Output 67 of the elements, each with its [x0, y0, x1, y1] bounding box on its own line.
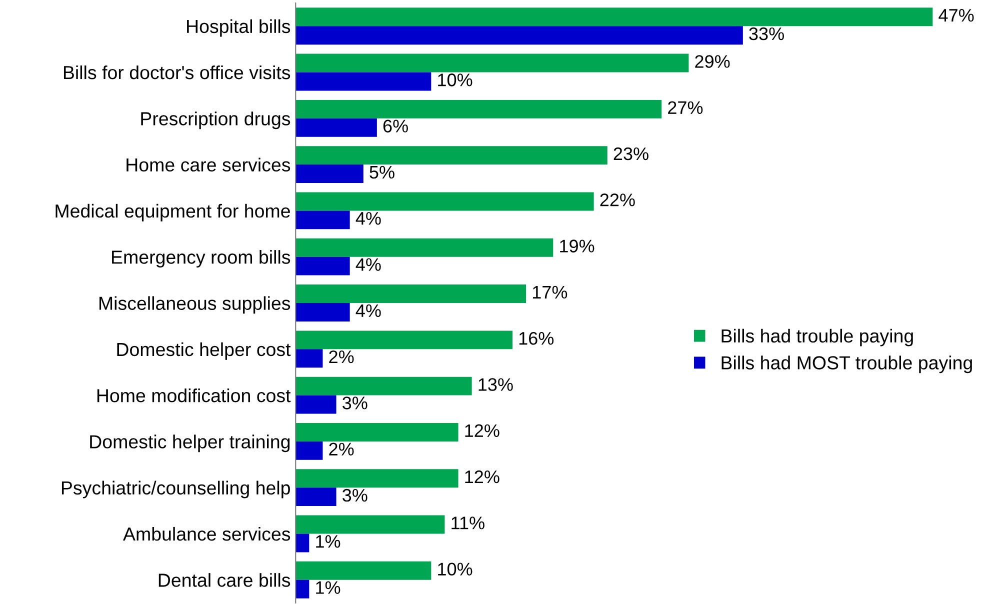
- bar: [296, 8, 933, 26]
- data-label: 1%: [316, 535, 340, 548]
- bar: [296, 72, 432, 91]
- data-label: 27%: [668, 101, 703, 114]
- data-label: 5%: [370, 166, 394, 179]
- bar: [296, 534, 310, 552]
- y-tick-label: Home modification cost: [97, 388, 291, 402]
- data-label: 1%: [316, 581, 340, 594]
- data-label: 3%: [342, 488, 368, 502]
- bar: [296, 376, 472, 396]
- y-tick-label: Domestic helper training: [90, 434, 290, 452]
- data-label: 22%: [600, 194, 635, 206]
- bar: [296, 488, 336, 506]
- data-label: 10%: [438, 74, 472, 86]
- data-label: 17%: [532, 286, 568, 299]
- bar: [296, 26, 743, 45]
- bar: [296, 561, 432, 580]
- y-tick-label: Domestic helper cost: [117, 342, 291, 360]
- data-label: 2%: [329, 350, 354, 364]
- data-label: 4%: [356, 212, 381, 225]
- bar: [296, 349, 323, 368]
- data-label: 11%: [452, 516, 484, 530]
- bar: [296, 441, 323, 460]
- bar: [296, 192, 594, 211]
- y-tick-label: Psychiatric/counselling help: [62, 480, 290, 498]
- data-label: 10%: [438, 562, 472, 576]
- data-label: 4%: [356, 304, 381, 318]
- y-tick-label: Medical equipment for home: [56, 204, 290, 222]
- y-tick-label: Ambulance services: [123, 526, 290, 541]
- data-label: 2%: [329, 442, 354, 456]
- y-tick-label: Bills for doctor's office visits: [64, 65, 290, 80]
- bar: [296, 515, 445, 534]
- data-label: 16%: [519, 332, 554, 345]
- bar: [296, 100, 662, 118]
- data-label: 12%: [465, 424, 500, 437]
- bar: [296, 580, 310, 598]
- data-label: 12%: [465, 470, 500, 484]
- data-label: 6%: [383, 120, 408, 132]
- bar: [296, 303, 350, 322]
- y-tick-label: Miscellaneous supplies: [99, 296, 290, 314]
- legend-label: Bills had MOST trouble paying: [722, 356, 972, 374]
- data-label: 19%: [560, 240, 594, 252]
- bar: [296, 422, 458, 442]
- bar: [296, 118, 377, 137]
- bar: [296, 164, 364, 184]
- bar: [296, 395, 336, 414]
- bar: [296, 54, 689, 72]
- bar: [296, 469, 458, 488]
- bar: [296, 146, 608, 165]
- bar: [296, 284, 526, 303]
- y-tick-label: Home care services: [126, 158, 290, 172]
- data-label: 29%: [695, 55, 730, 68]
- bar: [296, 238, 554, 257]
- data-label: 3%: [342, 396, 368, 410]
- y-tick-label: Prescription drugs: [141, 112, 290, 130]
- y-tick-label: Dental care bills: [158, 573, 290, 587]
- legend-label: Bills had trouble paying: [722, 328, 913, 346]
- data-label: 47%: [938, 9, 974, 22]
- data-label: 13%: [478, 378, 513, 391]
- data-label: 4%: [356, 258, 381, 271]
- y-tick-label: Hospital bills: [187, 19, 290, 37]
- y-tick-label: Emergency room bills: [112, 250, 290, 268]
- data-label: 33%: [749, 27, 784, 40]
- bar: [296, 210, 350, 230]
- bar: [296, 330, 512, 350]
- data-label: 23%: [614, 147, 648, 160]
- bar: [296, 256, 350, 276]
